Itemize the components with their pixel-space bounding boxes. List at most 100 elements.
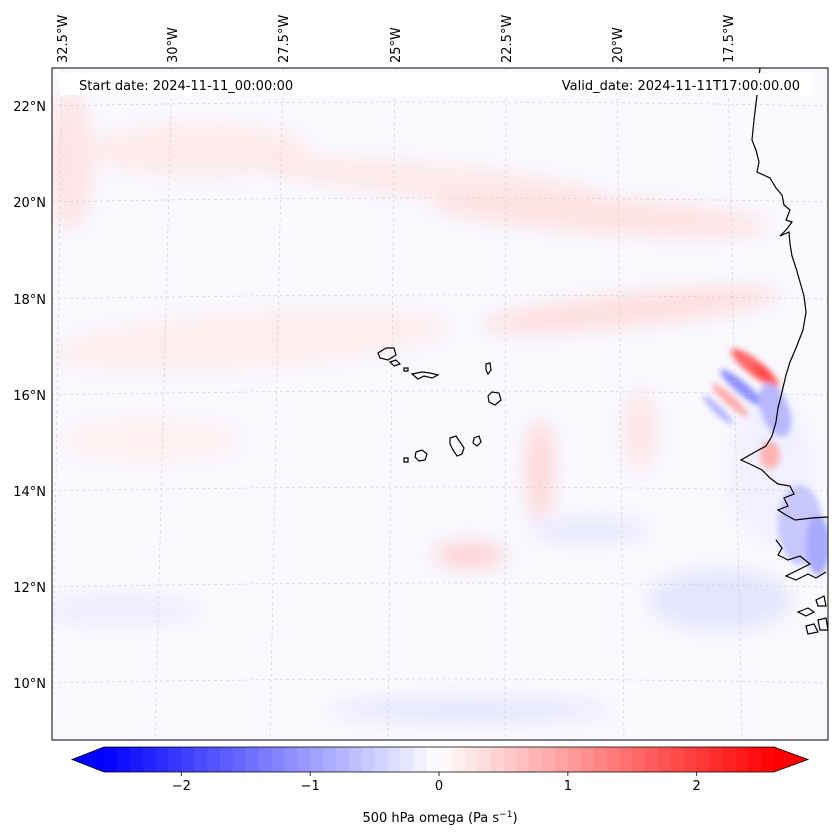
lat-label: 12°N — [13, 581, 46, 596]
omega-field-cell — [806, 515, 828, 575]
omega-field-cell — [530, 518, 650, 542]
lon-label: 25°W — [389, 27, 404, 63]
colorbar-segment — [219, 747, 234, 772]
lat-gridline — [52, 486, 828, 492]
colorbar-segment — [516, 747, 530, 772]
colorbar-segment — [387, 747, 401, 772]
colorbar: −2 −1 0 1 2 500 hPa omega (Pa s−1) — [70, 746, 810, 826]
colorbar-segment — [709, 747, 724, 772]
colorbar-segment — [670, 747, 685, 772]
colorbar-segment — [361, 747, 376, 772]
colorbar-segment — [104, 747, 118, 772]
lon-label: 17.5°W — [722, 15, 737, 63]
cape-verde-santiago — [449, 435, 465, 457]
colorbar-segment — [696, 747, 711, 772]
colorbar-segment — [451, 747, 466, 772]
lat-label: 22°N — [13, 100, 46, 115]
omega-field-cell — [711, 383, 749, 417]
lat-gridline — [52, 678, 828, 684]
lon-label: 20°W — [611, 27, 626, 63]
omega-field-cell — [52, 308, 450, 372]
omega-field-cell — [760, 441, 780, 469]
start-date-label: Start date: 2024-11-11_00:00:00 — [79, 79, 293, 94]
omega-field-cell — [752, 363, 772, 381]
date-banner — [60, 73, 812, 95]
colorbar-segment — [439, 747, 453, 772]
lon-gridline — [616, 68, 625, 740]
omega-field-cell — [52, 90, 92, 230]
colorbar-segment — [155, 747, 170, 772]
map-frame — [51, 67, 829, 741]
omega-field-cell — [624, 390, 656, 470]
colorbar-segment — [335, 747, 350, 772]
lon-gridline — [727, 68, 743, 740]
colorbar-segment — [542, 747, 556, 772]
colorbar-segment — [490, 747, 505, 772]
lat-label: 14°N — [13, 485, 46, 500]
colorbar-tick-label: −2 — [172, 779, 191, 794]
colorbar-segment — [426, 747, 440, 772]
colorbar-segment — [168, 747, 182, 772]
colorbar-segment — [181, 747, 195, 772]
colorbar-extend-high — [774, 747, 808, 772]
bijagos-coast — [817, 617, 828, 631]
colorbar-segment — [593, 747, 608, 772]
colorbar-segment — [503, 747, 517, 772]
colorbar-segment — [580, 747, 595, 772]
colorbar-segment — [271, 747, 285, 772]
lat-gridline — [52, 390, 828, 396]
colorbar-segment — [477, 747, 492, 772]
lon-gridline — [387, 68, 396, 740]
cape-verde-sao-nicolau — [410, 371, 440, 380]
lat-gridline — [52, 101, 828, 107]
colorbar-segment — [232, 747, 247, 772]
lon-label: 32.5°W — [56, 15, 71, 63]
cape-verde-santo-antao — [377, 347, 397, 361]
omega-field-cell — [480, 287, 780, 333]
colorbar-segment — [400, 747, 414, 772]
colorbar-segment — [619, 747, 633, 772]
omega-field-cell — [758, 383, 792, 437]
cape-verde-sal — [485, 362, 492, 376]
cape-verde-santa-luzia — [403, 367, 409, 372]
colorbar-segment — [554, 747, 569, 772]
bijagos-coast — [815, 595, 827, 607]
colorbar-segment — [761, 747, 775, 772]
colorbar-segment — [413, 747, 427, 772]
omega-field-cell — [526, 420, 554, 520]
colorbar-segment — [645, 747, 659, 772]
coastlines — [377, 68, 828, 635]
lat-gridline — [52, 294, 828, 300]
colorbar-tick-label: 2 — [693, 779, 701, 794]
colorbar-tick-label: 1 — [564, 779, 572, 794]
colorbar-segment — [323, 747, 337, 772]
longitude-labels: 32.5°W 30°W 27.5°W 25°W 22.5°W 20°W 17.5… — [56, 15, 737, 63]
omega-field-cell — [430, 193, 770, 237]
colorbar-segment — [129, 747, 144, 772]
cape-verde-fogo — [414, 449, 428, 462]
colorbar-segment — [683, 747, 698, 772]
lon-gridline — [504, 68, 507, 740]
lat-gridline — [52, 197, 828, 203]
omega-field-cell — [260, 158, 600, 202]
africa-coastline — [739, 68, 828, 521]
omega-field-cell — [90, 124, 310, 176]
colorbar-segment — [529, 747, 543, 772]
omega-field-cell — [60, 418, 240, 462]
cape-verde-maio — [472, 435, 482, 447]
lon-gridline — [154, 68, 173, 740]
colorbar-segment — [207, 747, 221, 772]
africa-coastline — [775, 539, 827, 581]
cape-verde-sao-vicente — [388, 359, 402, 367]
lat-label: 18°N — [13, 293, 46, 308]
map-panel: Start date: 2024-11-11_00:00:00 Valid_da… — [51, 67, 829, 741]
colorbar-segment — [142, 747, 157, 772]
lat-gridline — [52, 582, 828, 588]
colorbar-segment — [735, 747, 749, 772]
lon-gridline — [52, 68, 63, 740]
valid-date-label: Valid_date: 2024-11-11T17:00:00.00 — [562, 79, 800, 94]
colorbar-segment — [194, 747, 208, 772]
colorbar-segment — [116, 747, 131, 772]
colorbar-outline — [70, 746, 810, 773]
